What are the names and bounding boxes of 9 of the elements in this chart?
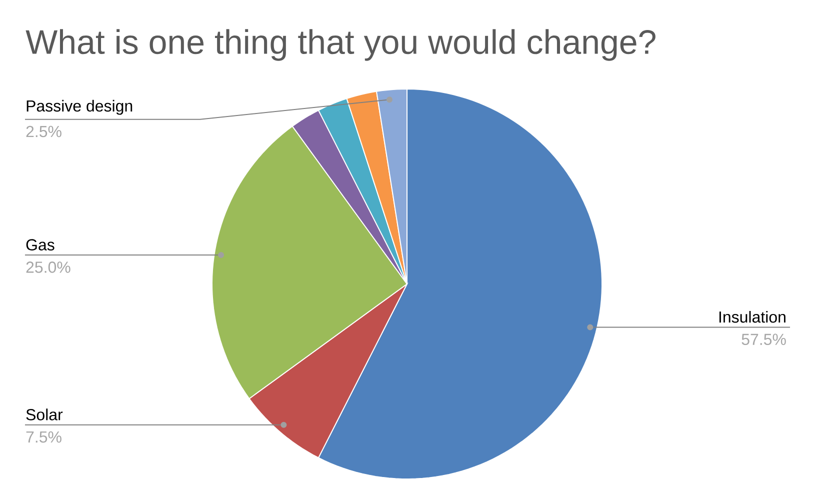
slice-label: Solar bbox=[26, 408, 63, 420]
slice-label: Passive design bbox=[26, 100, 132, 115]
chart-title: What is one thing that you would change? bbox=[26, 29, 656, 61]
slice-label: Gas bbox=[26, 239, 54, 250]
data-label: 25.0% bbox=[26, 262, 70, 273]
slice-label: Insulation bbox=[719, 310, 786, 323]
data-label: 7.5% bbox=[26, 431, 62, 443]
data-label: 57.5% bbox=[742, 334, 786, 346]
data-label: 2.5% bbox=[26, 126, 62, 138]
